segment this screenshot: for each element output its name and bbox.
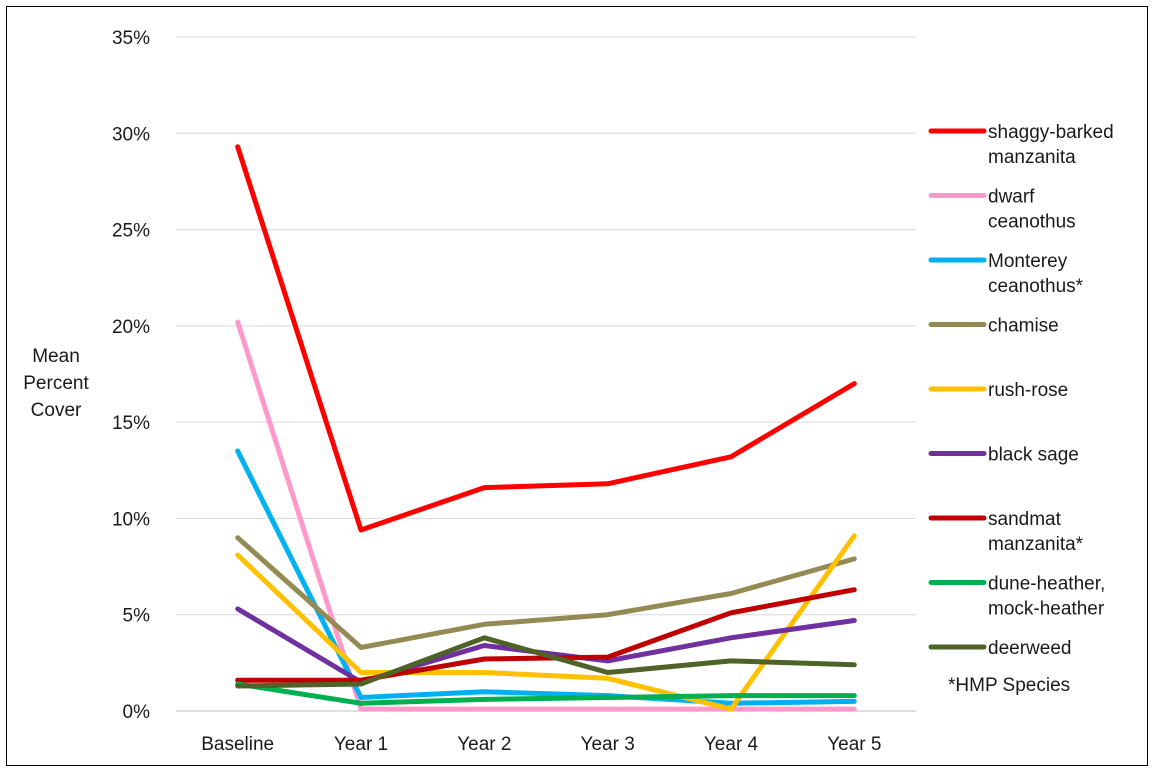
legend-label: ceanothus*: [988, 276, 1084, 297]
y-axis-label-line: Percent: [23, 373, 89, 394]
y-tick-label: 15%: [112, 413, 150, 434]
y-tick-label: 25%: [112, 221, 150, 242]
legend-label: manzanita*: [988, 534, 1084, 555]
series-lines: [235, 144, 857, 712]
series-line: [235, 533, 857, 712]
legend-item: dune-heather, mock-heather: [928, 574, 1105, 620]
legend-item: black sage: [928, 445, 1079, 466]
y-axis-ticks: 0% 5% 10% 15% 20% 25% 30% 35%: [112, 28, 150, 723]
series-line: [235, 319, 857, 712]
legend-item: rush-rose: [928, 380, 1068, 401]
y-tick-label: 0%: [123, 702, 151, 723]
x-tick-label: Year 4: [704, 734, 759, 755]
legend-item: dwarf ceanothus: [928, 187, 1076, 233]
legend-label: shaggy-barked: [988, 122, 1114, 143]
series-line: [235, 535, 857, 650]
series-line: [235, 144, 857, 533]
y-axis-label: Mean Percent Cover: [23, 346, 89, 421]
legend-label: manzanita: [988, 147, 1076, 168]
y-tick-label: 20%: [112, 317, 150, 338]
legend-label: rush-rose: [988, 380, 1068, 401]
legend-label: Monterey: [988, 251, 1068, 272]
legend: shaggy-barked manzanita dwarf ceanothus Mont…: [928, 122, 1114, 659]
legend-label: ceanothus: [988, 212, 1076, 233]
legend-label: dwarf: [988, 187, 1035, 208]
y-tick-label: 5%: [123, 606, 151, 627]
series-line: [235, 448, 857, 706]
x-tick-label: Year 5: [827, 734, 881, 755]
legend-label: deerweed: [988, 638, 1071, 659]
y-axis-label-line: Cover: [31, 400, 82, 421]
legend-item: chamise: [928, 316, 1059, 337]
y-tick-label: 30%: [112, 124, 150, 145]
legend-item: shaggy-barked manzanita: [928, 122, 1114, 168]
series-line: [235, 587, 857, 683]
x-tick-label: Baseline: [201, 734, 274, 755]
x-tick-label: Year 3: [581, 734, 635, 755]
legend-note: *HMP Species: [948, 675, 1070, 696]
x-axis-ticks: Baseline Year 1 Year 2 Year 3 Year 4 Year 5: [201, 734, 881, 755]
x-tick-label: Year 2: [457, 734, 511, 755]
legend-label: black sage: [988, 445, 1079, 466]
legend-label: chamise: [988, 316, 1059, 337]
x-tick-label: Year 1: [334, 734, 388, 755]
legend-item: deerweed: [928, 638, 1071, 659]
y-tick-label: 35%: [112, 28, 150, 49]
y-axis-label-line: Mean: [32, 346, 80, 367]
legend-item: sandmat manzanita*: [928, 509, 1084, 555]
legend-label: mock-heather: [988, 599, 1105, 620]
chart-frame: [6, 6, 1148, 766]
legend-label: sandmat: [988, 509, 1062, 530]
legend-label: dune-heather,: [988, 574, 1105, 595]
series-line: [235, 681, 857, 706]
y-tick-label: 10%: [112, 509, 150, 530]
gridlines: [176, 36, 916, 712]
series-line: [235, 635, 857, 689]
legend-item: Monterey ceanothus*: [928, 251, 1084, 297]
